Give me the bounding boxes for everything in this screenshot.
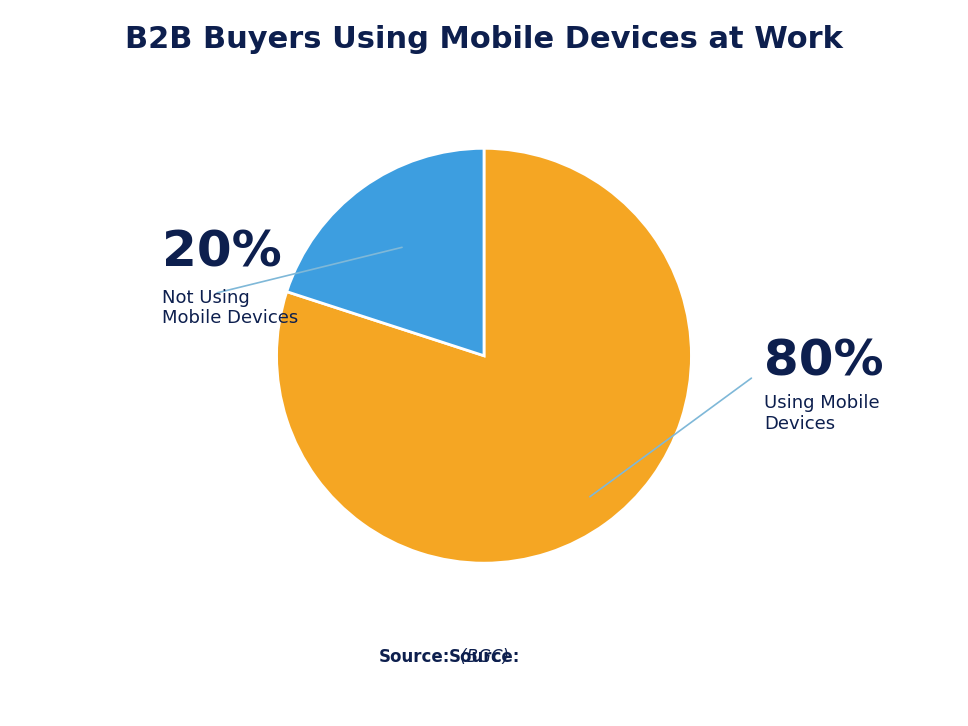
Text: 80%: 80% [764,338,884,386]
Text: (BGC): (BGC) [455,648,509,666]
Text: Source:: Source: [378,648,450,666]
Title: B2B Buyers Using Mobile Devices at Work: B2B Buyers Using Mobile Devices at Work [125,25,843,54]
Text: Source:: Source: [448,648,520,666]
Wedge shape [287,148,484,356]
Text: www.konstructdigital.com: www.konstructdigital.com [368,692,600,709]
Wedge shape [277,148,691,563]
Text: 20%: 20% [163,228,283,276]
Text: Using Mobile
Devices: Using Mobile Devices [764,394,880,433]
Text: Not Using
Mobile Devices: Not Using Mobile Devices [163,289,299,327]
